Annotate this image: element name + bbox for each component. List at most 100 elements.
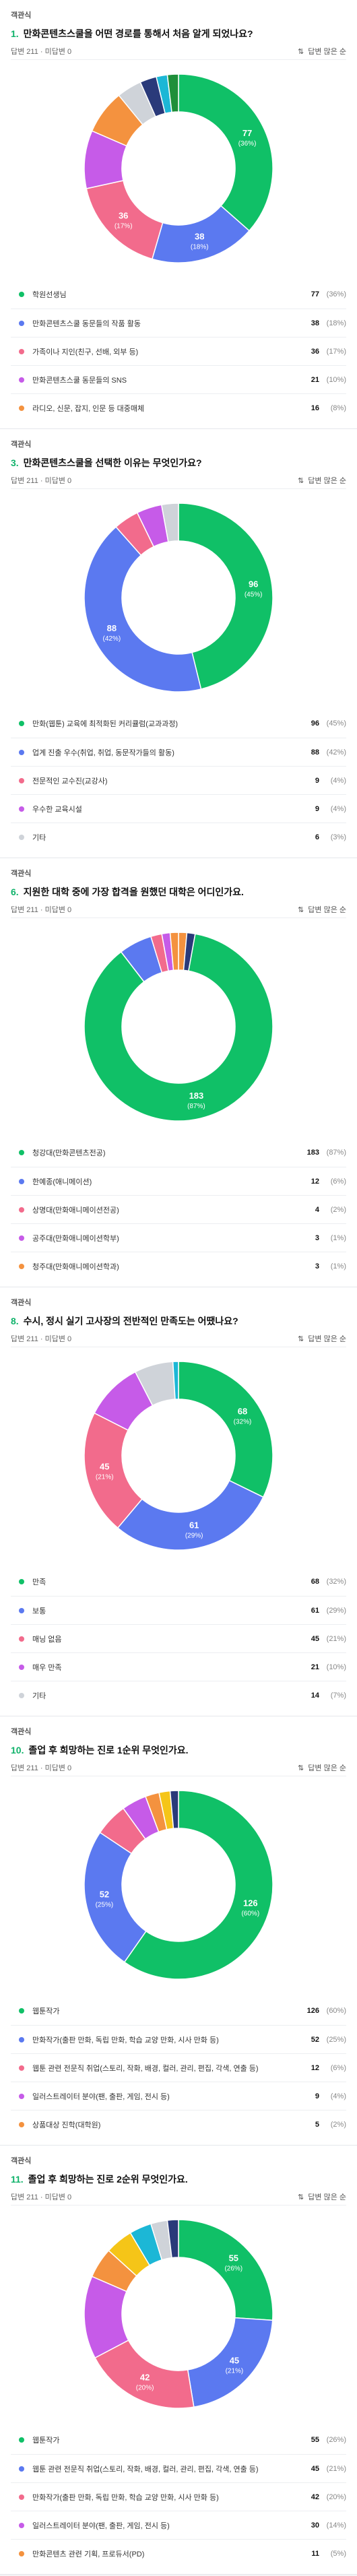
question-number: 1. xyxy=(11,28,19,39)
legend-pct: (25%) xyxy=(326,2035,346,2044)
pie-slice[interactable] xyxy=(84,1832,147,1963)
legend-item[interactable]: 라디오, 신문, 잡지, 인문 등 대중매체 16 (8%) xyxy=(11,393,346,422)
slice-pct-label: (18%) xyxy=(191,244,209,251)
legend-item[interactable]: 매우 만족 21 (10%) xyxy=(11,1652,346,1681)
sort-button[interactable]: ⇅ 답변 많은 순 xyxy=(298,2191,346,2202)
legend-item[interactable]: 보통 61 (29%) xyxy=(11,1596,346,1624)
legend-item[interactable]: 만화콘텐츠스쿨 동문들의 SNS 21 (10%) xyxy=(11,365,346,393)
legend-pct: (4%) xyxy=(330,804,346,813)
legend-item[interactable]: 우수한 교육시설 9 (4%) xyxy=(11,794,346,823)
legend-color-dot xyxy=(19,1692,24,1698)
legend-item[interactable]: 만화(웹툰) 교육에 최적화된 커리큘럼(교과과정) 96 (45%) xyxy=(11,709,346,738)
legend-item[interactable]: 만화콘텐츠스쿨 동문들의 작품 활동 38 (18%) xyxy=(11,309,346,337)
pie-slice[interactable] xyxy=(166,73,179,113)
legend-pct: (10%) xyxy=(326,1663,346,1671)
legend-count: 11 xyxy=(311,2549,319,2558)
legend-item[interactable]: 만족 68 (32%) xyxy=(11,1568,346,1596)
legend-pct: (7%) xyxy=(330,1691,346,1700)
legend-label: 학원선생님 xyxy=(32,291,67,299)
legend-label: 만화콘텐츠스쿨 동문들의 작품 활동 xyxy=(32,319,141,328)
legend-item[interactable]: 전문적인 교수진(교강사) 9 (4%) xyxy=(11,766,346,794)
legend-pct: (18%) xyxy=(326,319,346,327)
legend-item[interactable]: 업계 진출 우수(취업, 취업, 동문작가들의 활동) 88 (42%) xyxy=(11,738,346,766)
pie-slice[interactable] xyxy=(123,1790,273,1980)
pie-slice[interactable] xyxy=(178,73,273,232)
legend-count: 52 xyxy=(311,2035,319,2044)
legend-item[interactable]: 만화작가(출판 만화, 독립 만화, 학습 교양 만화, 시사 만화 등) 42… xyxy=(11,2482,346,2511)
sort-button[interactable]: ⇅ 답변 많은 순 xyxy=(298,46,346,57)
slice-value-label: 126 xyxy=(243,1898,258,1908)
legend-item[interactable]: 웹툰 관련 전문직 취업(스토리, 작화, 배경, 컬러, 관리, 편집, 각색… xyxy=(11,2053,346,2082)
legend-color-dot xyxy=(19,377,24,383)
slice-value-label: 61 xyxy=(189,1520,199,1531)
question-title: 6. 지원한 대학 중에 가장 합격을 원했던 대학은 어디인가요. xyxy=(11,885,346,899)
legend-item[interactable]: 한예종(애니메이션) 12 (6%) xyxy=(11,1167,346,1195)
pie-slice[interactable] xyxy=(178,2219,273,2321)
donut-chart: 96 (45%) 88 (42%) xyxy=(84,503,273,693)
legend-item[interactable]: 청주대(만화애니메이션학과) 3 (1%) xyxy=(11,1252,346,1280)
sort-button[interactable]: ⇅ 답변 많은 순 xyxy=(298,1333,346,1344)
question-title: 11. 졸업 후 희망하는 진로 2순위 무엇인가요. xyxy=(11,2172,346,2186)
pie-slice[interactable] xyxy=(172,1361,179,1400)
legend-color-dot xyxy=(19,2008,24,2014)
legend-item[interactable]: 학원선생님 77 (36%) xyxy=(11,280,346,309)
legend-item[interactable]: 웹툰작가 55 (26%) xyxy=(11,2426,346,2454)
donut-chart: 77 (36%) 38 (18%) 36 (17%) xyxy=(84,73,273,263)
pie-slice[interactable] xyxy=(169,1790,179,1830)
legend-item[interactable]: 상품대상 진학(대학원) 5 (2%) xyxy=(11,2110,346,2138)
pie-slice[interactable] xyxy=(84,1412,143,1529)
pie-slice[interactable] xyxy=(160,503,179,543)
slice-value-label: 45 xyxy=(100,1461,109,1471)
sort-button[interactable]: ⇅ 답변 많은 순 xyxy=(298,1762,346,1773)
legend-color-dot xyxy=(19,1579,24,1584)
legend-label: 일러스트레이터 분야(팬, 출판, 게임, 전시 등) xyxy=(32,2092,170,2101)
pie-slice[interactable] xyxy=(178,1361,273,1498)
question-text: 졸업 후 희망하는 진로 1순위 무엇인가요. xyxy=(28,1745,189,1756)
pie-slice[interactable] xyxy=(166,2219,179,2259)
legend-pct: (10%) xyxy=(326,375,346,384)
legend-pct: (26%) xyxy=(326,2436,346,2444)
legend-item[interactable]: 기타 6 (3%) xyxy=(11,823,346,851)
question-text: 수시, 정시 실기 고사장의 전반적인 만족도는 어땠나요? xyxy=(23,1316,238,1326)
legend-item[interactable]: 청강대(만화콘텐츠전공) 183 (87%) xyxy=(11,1138,346,1167)
legend-item[interactable]: 웹툰 관련 전문직 취업(스토리, 작화, 배경, 컬러, 관리, 편집, 각색… xyxy=(11,2454,346,2482)
legend-item[interactable]: 상명대(만화애니메이션전공) 4 (2%) xyxy=(11,1195,346,1223)
sort-label: 답변 많은 순 xyxy=(308,2193,346,2201)
pie-slice[interactable] xyxy=(84,933,273,1122)
sort-button[interactable]: ⇅ 답변 많은 순 xyxy=(298,475,346,486)
legend-pct: (21%) xyxy=(326,1634,346,1643)
pie-slice[interactable] xyxy=(178,503,273,690)
legend-color-dot xyxy=(19,2093,24,2099)
legend-color-dot xyxy=(19,1235,24,1241)
legend-item[interactable]: 만화콘텐츠 관련 기획, 프로듀서(PD) 11 (5%) xyxy=(11,2539,346,2567)
chart-legend: 만화(웹툰) 교육에 최적화된 커리큘럼(교과과정) 96 (45%) 업계 진… xyxy=(11,709,346,851)
legend-label: 상명대(만화애니메이션전공) xyxy=(32,1206,119,1215)
legend-pct: (60%) xyxy=(326,2007,346,2015)
legend-color-dot xyxy=(19,1150,24,1155)
legend-color-dot xyxy=(19,806,24,812)
pie-slice[interactable] xyxy=(117,1479,264,1551)
legend-item[interactable]: 만화작가(출판 만화, 독립 만화, 학습 교양 만화, 시사 만화 등) 52… xyxy=(11,2025,346,2053)
question-number: 3. xyxy=(11,457,19,468)
legend-label: 우수한 교육시설 xyxy=(32,805,82,814)
legend-item[interactable]: 일러스트레이터 분야(팬, 출판, 게임, 전시 등) 9 (4%) xyxy=(11,2082,346,2110)
legend-item[interactable]: 가족이나 지인(친구, 선배, 외부 등) 36 (17%) xyxy=(11,337,346,365)
sort-button[interactable]: ⇅ 답변 많은 순 xyxy=(298,904,346,915)
pie-slice[interactable] xyxy=(84,526,202,693)
legend-item[interactable]: 매닝 없음 45 (21%) xyxy=(11,1624,346,1652)
slice-value-label: 68 xyxy=(238,1407,247,1417)
legend-item[interactable]: 웹툰작가 126 (60%) xyxy=(11,1997,346,2025)
legend-count: 9 xyxy=(315,776,319,785)
question-text: 지원한 대학 중에 가장 합격을 원했던 대학은 어디인가요. xyxy=(23,887,244,897)
legend-pct: (4%) xyxy=(330,2092,346,2100)
sort-label: 답변 많은 순 xyxy=(308,1764,346,1772)
divider xyxy=(11,917,346,918)
legend-count: 14 xyxy=(311,1691,319,1700)
pie-slice[interactable] xyxy=(169,932,179,971)
legend-label: 청주대(만화애니메이션학과) xyxy=(32,1262,119,1271)
pie-slice[interactable] xyxy=(187,2317,273,2408)
legend-item[interactable]: 일러스트레이터 분야(팬, 출판, 게임, 전시 등) 30 (14%) xyxy=(11,2511,346,2539)
sort-arrows-icon: ⇅ xyxy=(298,477,304,485)
legend-item[interactable]: 공주대(만화애니메이션학부) 3 (1%) xyxy=(11,1223,346,1252)
legend-item[interactable]: 기타 14 (7%) xyxy=(11,1681,346,1709)
